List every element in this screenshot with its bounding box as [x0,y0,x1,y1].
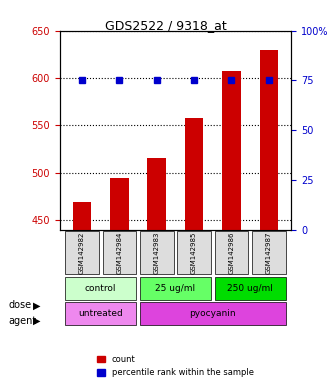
FancyBboxPatch shape [140,231,173,274]
Text: GSM142985: GSM142985 [191,231,197,274]
Bar [73,202,91,230]
Text: 250 ug/ml: 250 ug/ml [227,283,273,293]
Text: GSM142983: GSM142983 [154,231,160,274]
Text: agent: agent [8,316,36,326]
Text: dose: dose [8,300,31,310]
Text: GSM142986: GSM142986 [228,231,234,274]
Text: ▶: ▶ [33,300,41,310]
Bar [147,158,166,230]
Text: 25 ug/ml: 25 ug/ml [155,283,196,293]
FancyBboxPatch shape [215,231,248,274]
Bar [185,118,204,230]
FancyBboxPatch shape [65,231,99,274]
Text: control: control [85,283,117,293]
FancyBboxPatch shape [65,276,136,300]
FancyBboxPatch shape [140,302,286,325]
Bar [260,50,278,230]
Text: GSM142982: GSM142982 [79,231,85,274]
Text: GDS2522 / 9318_at: GDS2522 / 9318_at [105,19,226,32]
Bar [110,178,129,230]
Text: ▶: ▶ [33,316,41,326]
FancyBboxPatch shape [252,231,286,274]
FancyBboxPatch shape [103,231,136,274]
FancyBboxPatch shape [215,276,286,300]
Legend: count, percentile rank within the sample: count, percentile rank within the sample [94,353,257,380]
Text: GSM142984: GSM142984 [117,231,122,274]
FancyBboxPatch shape [140,276,211,300]
Text: pyocyanin: pyocyanin [189,309,236,318]
FancyBboxPatch shape [177,231,211,274]
Bar [222,71,241,230]
Text: untreated: untreated [78,309,123,318]
FancyBboxPatch shape [65,302,136,325]
Text: GSM142987: GSM142987 [266,231,272,274]
